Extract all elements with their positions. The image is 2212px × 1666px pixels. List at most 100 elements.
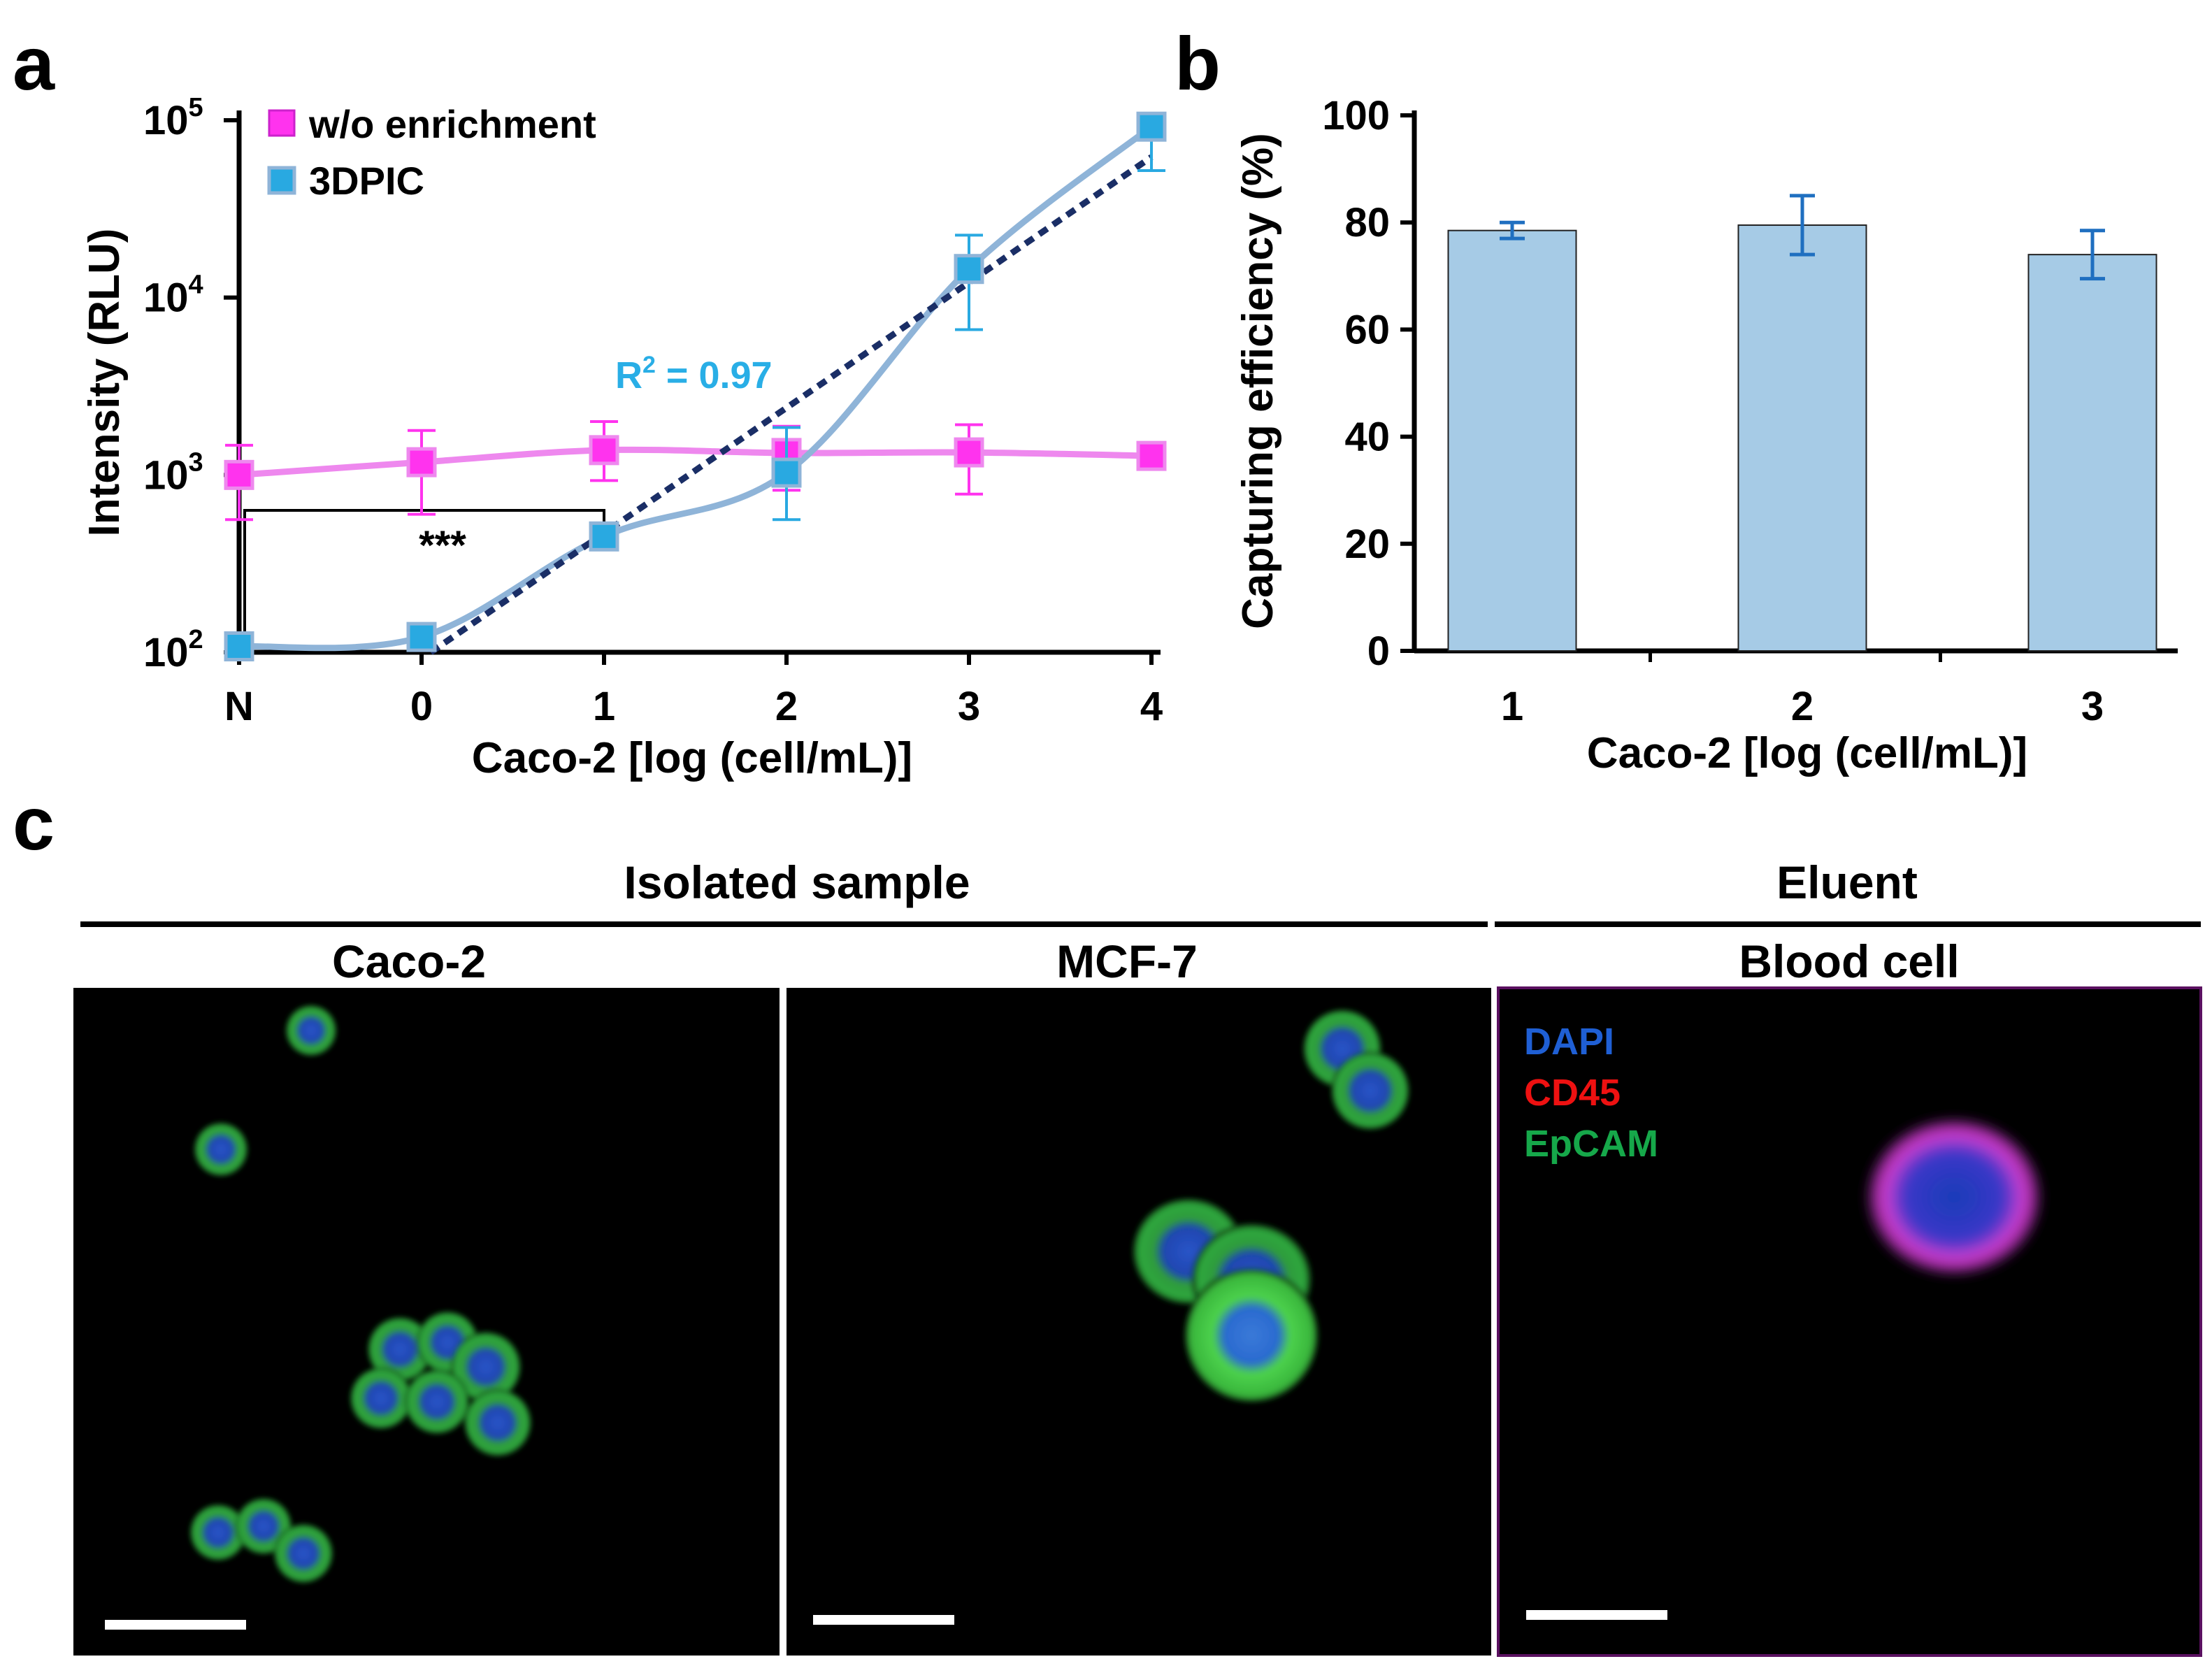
scale-bar (105, 1620, 246, 1630)
y-tick-label: 105 (143, 93, 203, 143)
cell (1184, 1268, 1319, 1402)
micrograph-mcf7 (787, 988, 1491, 1656)
data-point (224, 631, 254, 662)
bracket-line (243, 509, 605, 649)
scale-bar (1526, 1610, 1667, 1620)
caco2-cells (190, 1005, 531, 1583)
panel-b-x-title: Caco-2 [log (cell/mL)] (1587, 729, 2027, 777)
y-tick-label: 20 (1344, 522, 1390, 567)
image-title-mcf7: MCF-7 (1056, 935, 1198, 987)
bar (2027, 254, 2157, 652)
panel-c-letter: c (13, 781, 55, 866)
y-tick-exponent: 4 (189, 271, 203, 300)
panel-a-series (224, 111, 1167, 662)
panel-a-axes (236, 110, 1161, 655)
stain-label-cd45: CD45 (1524, 1072, 1621, 1114)
data-point (1136, 111, 1167, 142)
panel-b-letter: b (1175, 21, 1221, 106)
x-tick-label: 3 (2081, 684, 2104, 729)
legend-marker-wo-enrichment (268, 109, 296, 137)
legend-label-3dpic: 3DPIC (309, 159, 424, 203)
y-tick-label: 102 (143, 625, 203, 675)
image-title-caco2: Caco-2 (332, 935, 486, 987)
x-tick-label: 1 (1501, 684, 1523, 729)
data-point (1136, 440, 1167, 471)
blood-cells (1867, 1119, 2041, 1275)
y-tick-exponent: 2 (189, 625, 203, 654)
r-squared-superscript: 2 (642, 352, 656, 378)
image-title-blood-cell: Blood cell (1739, 935, 1959, 987)
r-squared-r: R (615, 354, 642, 396)
series-line-0 (238, 446, 1152, 478)
data-point (954, 254, 984, 285)
y-tick-exponent: 3 (189, 447, 203, 477)
cell (1867, 1119, 2041, 1275)
cell (194, 1123, 247, 1176)
panel-a-y-title: Intensity (RLU) (80, 229, 129, 537)
isolated-sample-header: Isolated sample (624, 856, 970, 908)
data-point (224, 459, 254, 490)
micrograph-caco2 (73, 988, 780, 1656)
eluent-header: Eluent (1776, 856, 1918, 908)
data-point (589, 521, 619, 552)
fit-line (429, 154, 1154, 655)
data-point (954, 437, 984, 468)
x-tick-label: 3 (958, 684, 980, 729)
data-point (406, 447, 437, 477)
cell (286, 1005, 336, 1056)
legend-marker-3dpic (267, 166, 296, 195)
x-tick-label: 4 (1140, 684, 1163, 729)
cell (190, 1505, 246, 1560)
x-tick-label: 0 (410, 684, 433, 729)
bar (1737, 224, 1867, 652)
y-tick-label: 80 (1344, 200, 1390, 245)
x-tick-label: 1 (593, 684, 615, 729)
y-tick-label: 60 (1344, 307, 1390, 352)
panel-b-bars (1447, 194, 2157, 652)
cell (368, 1317, 432, 1381)
cell (1331, 1051, 1409, 1130)
stain-label-dapi: DAPI (1524, 1021, 1614, 1063)
mcf7-cells (1133, 1010, 1409, 1402)
bar (1447, 229, 1577, 652)
cell (451, 1332, 521, 1402)
panel-c: c Isolated sample Eluent Caco-2 MCF-7 Bl… (13, 781, 2202, 1657)
panel-a-x-title: Caco-2 [log (cell/mL)] (472, 734, 912, 782)
significance-label: *** (419, 523, 466, 568)
y-tick-label: 40 (1344, 415, 1390, 460)
data-point (406, 622, 437, 652)
panel-a-letter: a (13, 21, 55, 106)
cell (274, 1524, 333, 1583)
y-tick-label: 100 (1322, 93, 1390, 138)
stain-label-epcam: EpCAM (1524, 1123, 1658, 1165)
cell (350, 1367, 412, 1429)
legend-label-wo-enrichment: w/o enrichment (308, 102, 596, 146)
micrograph-blood-background (1497, 986, 2202, 1657)
y-tick-label: 104 (143, 271, 203, 321)
scale-bar (813, 1615, 954, 1625)
y-tick-base: 10 (143, 452, 189, 498)
x-tick-label: 2 (1791, 684, 1814, 729)
micrograph-blood-cell: DAPI CD45 EpCAM (1497, 986, 2202, 1657)
data-point (589, 435, 619, 466)
y-tick-base: 10 (143, 275, 189, 321)
y-tick-base: 10 (143, 630, 189, 675)
y-tick-base: 10 (143, 98, 189, 143)
x-tick-label: N (224, 684, 254, 729)
y-tick-label: 103 (143, 447, 203, 498)
r-squared-label: R2 = 0.97 (615, 352, 773, 396)
panel-a-legend: w/o enrichment 3DPIC (267, 102, 596, 203)
panel-b-y-ticks: 0 20 40 60 80 100 (1322, 93, 1414, 674)
y-tick-exponent: 5 (189, 93, 203, 122)
data-point (771, 457, 802, 488)
x-tick-label: 2 (775, 684, 798, 729)
cell (464, 1389, 531, 1456)
panel-a-x-ticks: N 0 1 2 3 4 (224, 652, 1163, 729)
significance-bracket: *** (243, 509, 605, 649)
cell (405, 1370, 469, 1434)
panel-b-y-title: Capturing efficiency (%) (1234, 133, 1282, 629)
